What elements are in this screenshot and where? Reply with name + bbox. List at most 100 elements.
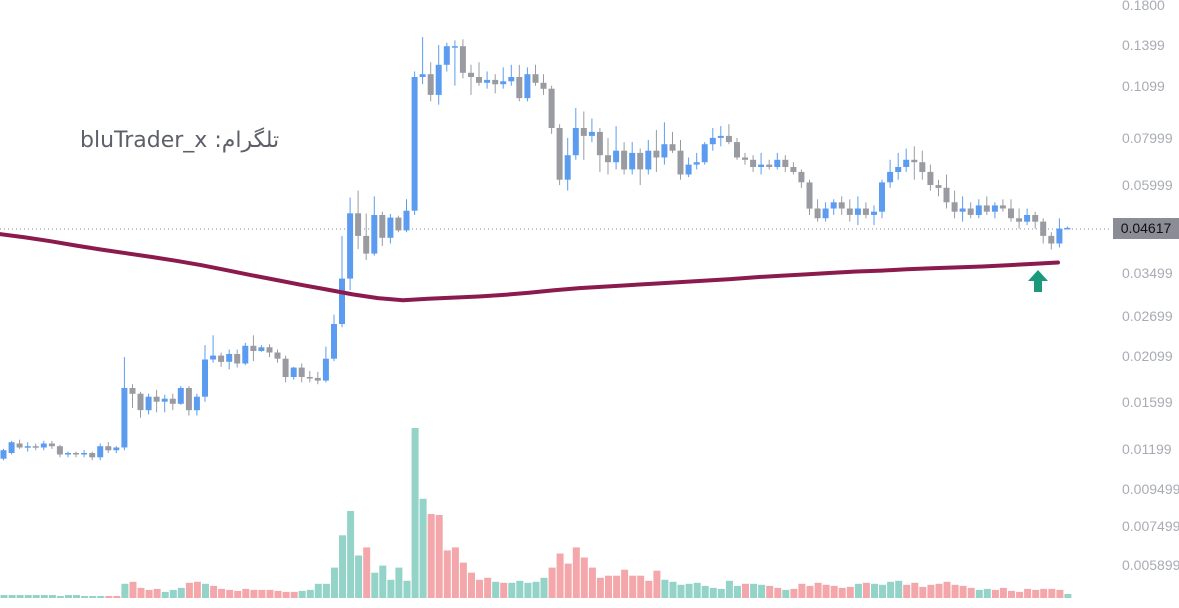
candle	[830, 199, 837, 215]
candle-body	[685, 164, 692, 175]
candle-body	[242, 345, 249, 364]
up-arrow-icon	[1028, 270, 1048, 292]
price-tick-label: 0.02099	[1122, 348, 1173, 364]
candle-body	[943, 187, 950, 203]
volume-bar	[846, 586, 854, 598]
candle	[895, 152, 902, 180]
candle-body	[725, 135, 732, 143]
candle	[314, 371, 321, 385]
candle	[500, 67, 507, 89]
candle-body	[48, 443, 55, 447]
candle	[1016, 208, 1023, 229]
candle	[742, 152, 748, 165]
volume-bar	[758, 584, 766, 598]
volume-bar	[387, 579, 395, 598]
candle	[943, 174, 950, 209]
candle-body	[588, 131, 595, 136]
candle	[121, 357, 128, 451]
candle-body	[967, 208, 974, 215]
candle-body	[1008, 208, 1014, 219]
volume-bar	[484, 577, 492, 598]
volume-bar	[830, 585, 838, 598]
volume-bar	[854, 583, 862, 598]
candle	[298, 363, 305, 383]
price-tick-label: 0.03499	[1122, 265, 1173, 281]
candle	[862, 202, 869, 219]
candle-body	[282, 358, 289, 377]
price-tick-label: 0.005899	[1122, 557, 1179, 573]
volume-bar	[298, 590, 306, 598]
current-price-badge: 0.04617	[1113, 218, 1179, 239]
volume-bar	[282, 591, 290, 598]
candle-body	[572, 128, 579, 156]
candle	[379, 211, 386, 246]
candle	[822, 202, 829, 222]
volume-bar	[701, 585, 709, 598]
candle	[709, 128, 716, 151]
candle	[1040, 218, 1047, 244]
candle-body	[991, 205, 998, 212]
candle-body	[169, 398, 176, 404]
candle-body	[339, 278, 345, 324]
volume-bar	[161, 591, 169, 598]
candle	[556, 124, 563, 186]
volume-bar	[943, 581, 951, 598]
volume-bar	[48, 595, 56, 598]
volume-bar	[347, 511, 355, 598]
volume-bar	[822, 584, 830, 598]
candle-body	[975, 205, 982, 215]
candle-body	[427, 74, 434, 95]
candle	[508, 64, 515, 86]
candle	[967, 202, 974, 219]
candle	[0, 448, 7, 461]
candle	[476, 62, 482, 86]
volume-bar	[532, 581, 540, 598]
volume-bar	[89, 596, 97, 598]
candle-body	[266, 347, 273, 353]
candle	[32, 443, 39, 451]
candle-body	[500, 81, 507, 85]
candle	[16, 439, 23, 449]
candle-body	[911, 159, 918, 163]
volume-bar	[1056, 589, 1064, 598]
candle-body	[347, 213, 354, 279]
candle-body	[524, 74, 531, 99]
candle	[750, 155, 757, 172]
candle	[927, 164, 934, 191]
volume-bar	[371, 572, 379, 598]
candle	[250, 335, 257, 362]
volume-bar	[750, 583, 758, 598]
moving-average-line	[0, 232, 1060, 303]
candle	[838, 196, 845, 215]
volume-bar	[1024, 588, 1032, 598]
candle	[129, 384, 136, 408]
volume-bar	[500, 582, 508, 598]
candle	[999, 199, 1006, 212]
candle-body	[846, 208, 853, 215]
candle-body	[331, 324, 337, 359]
volume-bar	[1032, 589, 1040, 598]
candle-body	[89, 453, 96, 458]
candle	[951, 190, 958, 219]
volume-bar	[97, 596, 105, 598]
volume-bar	[0, 595, 8, 598]
candle-body	[742, 157, 748, 160]
candle-body	[476, 77, 482, 83]
volume-bar	[129, 581, 137, 598]
candle-body	[298, 367, 305, 377]
volume-bar	[629, 575, 637, 598]
candle	[991, 202, 998, 219]
candle-body	[137, 393, 144, 411]
candle	[846, 199, 853, 222]
candle	[48, 440, 55, 449]
price-tick-label: 0.1099	[1122, 78, 1165, 94]
volume-bar	[919, 586, 927, 598]
volume-bar	[524, 582, 532, 598]
candle-body	[895, 167, 902, 172]
candle	[1032, 211, 1039, 229]
candle-body	[1024, 215, 1031, 222]
candle-body	[548, 88, 555, 128]
candle-body	[492, 79, 499, 85]
price-axis: 0.1800 0.1399 0.1099 0.07999 0.05999 0.03499 0…	[1122, 0, 1179, 573]
candle-body	[774, 159, 781, 167]
